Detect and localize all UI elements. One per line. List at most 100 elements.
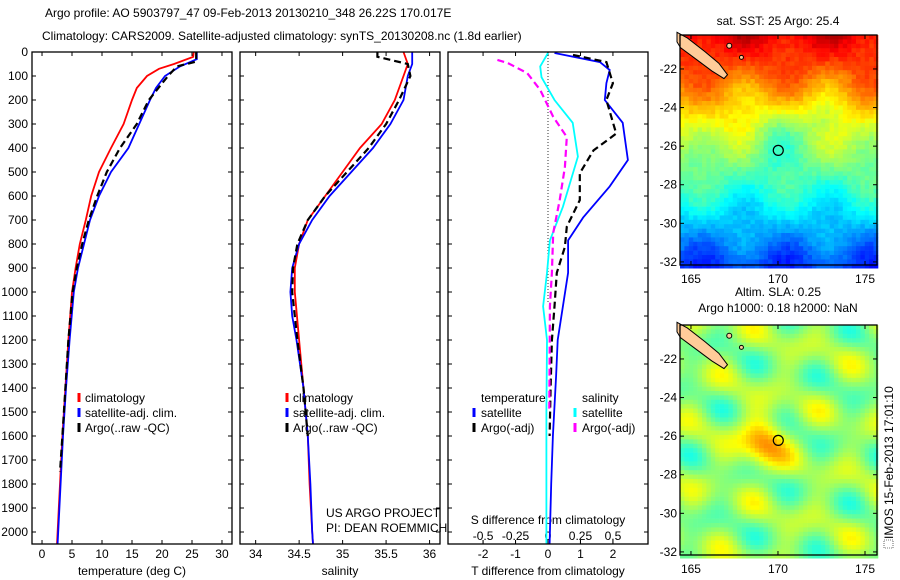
heatmap-cell [843, 523, 848, 528]
heatmap-cell [772, 347, 777, 352]
heatmap-cell [764, 536, 769, 541]
heatmap-cell [720, 259, 725, 264]
heatmap-cell [825, 211, 830, 216]
heatmap-cell [865, 211, 870, 216]
heatmap-cell [830, 198, 835, 203]
heatmap-cell [808, 185, 813, 190]
heatmap-cell [759, 369, 764, 374]
heatmap-cell [715, 53, 720, 58]
heatmap-cell [843, 488, 848, 493]
heatmap-cell [786, 215, 791, 220]
heatmap-cell [680, 163, 685, 168]
heatmap-cell [865, 246, 870, 251]
heatmap-cell [706, 466, 711, 471]
heatmap-cell [706, 237, 711, 242]
heatmap-cell [689, 400, 694, 405]
heatmap-cell [856, 97, 861, 102]
heatmap-cell [684, 360, 689, 365]
heatmap-cell [816, 88, 821, 93]
heatmap-cell [689, 114, 694, 119]
heatmap-cell [847, 444, 852, 449]
heatmap-cell [680, 351, 685, 356]
heatmap-cell [698, 35, 703, 40]
heatmap-cell [816, 391, 821, 396]
heatmap-cell [768, 431, 773, 436]
heatmap-cell [733, 470, 738, 475]
heatmap-cell [750, 167, 755, 172]
heatmap-cell [715, 44, 720, 49]
heatmap-cell [768, 488, 773, 493]
heatmap-cell [724, 395, 729, 400]
heatmap-cell [803, 527, 808, 532]
heatmap-cell [825, 149, 830, 154]
heatmap-cell [715, 453, 720, 458]
heatmap-cell [794, 211, 799, 216]
heatmap-cell [856, 215, 861, 220]
heatmap-cell [755, 334, 760, 339]
heatmap-cell [781, 347, 786, 352]
heatmap-cell [812, 66, 817, 71]
heatmap-cell [720, 39, 725, 44]
heatmap-cell [737, 453, 742, 458]
heatmap-cell [693, 497, 698, 502]
heatmap-cell [843, 532, 848, 537]
heatmap-cell [838, 53, 843, 58]
heatmap-cell [733, 475, 738, 480]
heatmap-cell [764, 255, 769, 260]
heatmap-cell [742, 365, 747, 370]
heatmap-cell [865, 422, 870, 427]
heatmap-cell [860, 202, 865, 207]
heatmap-cell [733, 220, 738, 225]
heatmap-cell [720, 110, 725, 115]
heatmap-cell [706, 479, 711, 484]
heatmap-cell [860, 536, 865, 541]
heatmap-cell [843, 158, 848, 163]
heatmap-cell [746, 409, 751, 414]
heatmap-cell [852, 497, 857, 502]
heatmap-cell [759, 145, 764, 150]
heatmap-cell [706, 475, 711, 480]
heatmap-cell [746, 48, 751, 53]
heatmap-cell [711, 207, 716, 212]
heatmap-cell [799, 541, 804, 546]
heatmap-cell [728, 549, 733, 554]
heatmap-cell [755, 545, 760, 550]
y-tick-label: 1500 [1, 405, 28, 419]
heatmap-cell [706, 448, 711, 453]
heatmap-cell [706, 444, 711, 449]
heatmap-cell [693, 360, 698, 365]
heatmap-cell [790, 488, 795, 493]
heatmap-cell [777, 360, 782, 365]
heatmap-cell [742, 110, 747, 115]
heatmap-cell [680, 88, 685, 93]
heatmap-cell [865, 365, 870, 370]
heatmap-cell [843, 435, 848, 440]
heatmap-cell [834, 132, 839, 137]
heatmap-cell [799, 229, 804, 234]
heatmap-cell [847, 110, 852, 115]
heatmap-cell [794, 35, 799, 40]
heatmap-cell [856, 444, 861, 449]
heatmap-cell [786, 334, 791, 339]
heatmap-cell [702, 536, 707, 541]
heatmap-cell [821, 180, 826, 185]
heatmap-cell [702, 470, 707, 475]
heatmap-cell [834, 251, 839, 256]
heatmap-cell [865, 57, 870, 62]
heatmap-cell [684, 259, 689, 264]
heatmap-cell [852, 101, 857, 106]
heatmap-cell [684, 163, 689, 168]
heatmap-cell [803, 483, 808, 488]
heatmap-cell [742, 536, 747, 541]
heatmap-cell [834, 114, 839, 119]
heatmap-cell [821, 461, 826, 466]
heatmap-cell [777, 48, 782, 53]
heatmap-cell [838, 97, 843, 102]
heatmap-cell [684, 404, 689, 409]
heatmap-cell [799, 136, 804, 141]
heatmap-cell [834, 365, 839, 370]
heatmap-cell [733, 426, 738, 431]
heatmap-cell [680, 492, 685, 497]
heatmap-cell [808, 505, 813, 510]
heatmap-cell [869, 35, 874, 40]
